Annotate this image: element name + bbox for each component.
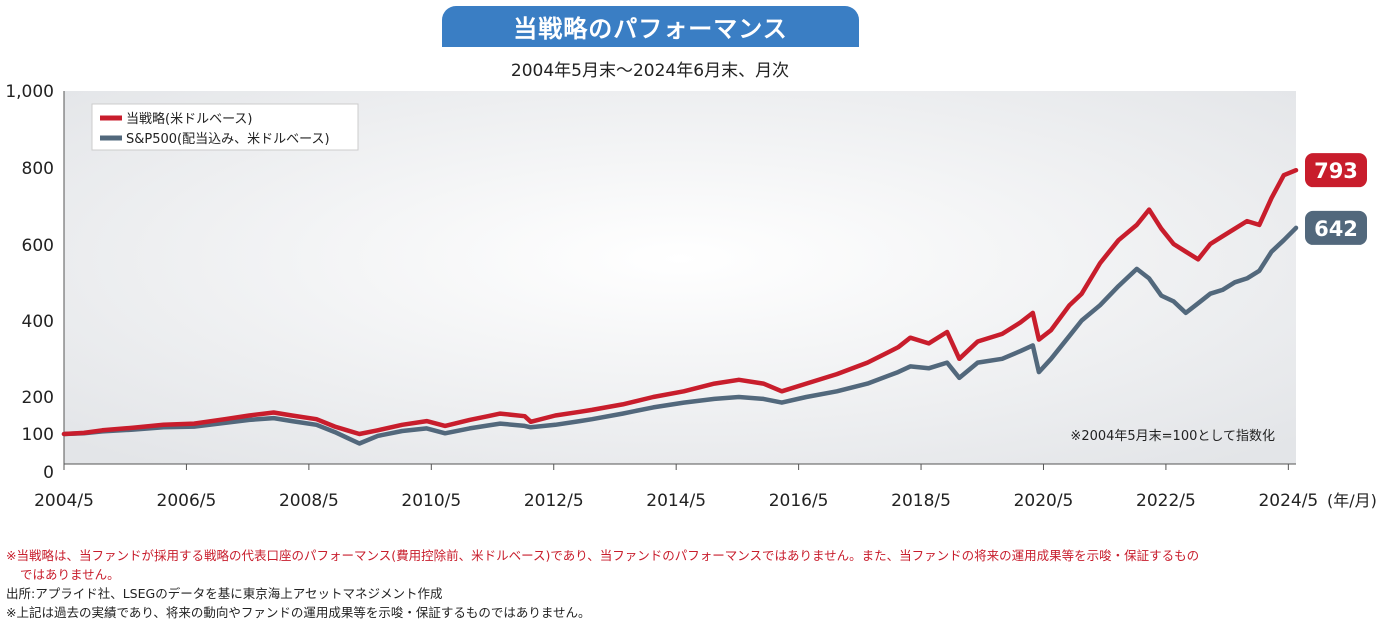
y-tick-label: 200 [22,388,54,408]
x-tick-label: 2014/5 [646,491,706,511]
end-value-label: 793 [1314,159,1358,183]
x-tick-label: 2012/5 [524,491,584,511]
x-tick-label: 2018/5 [891,491,951,511]
footnote-past-performance: ※上記は過去の実績であり、将来の動向やファンドの運用成果等を示唆・保証するもので… [6,605,591,620]
x-tick-label: 2022/5 [1136,491,1196,511]
y-tick-label: 100 [22,425,54,445]
x-tick-label: 2004/5 [34,491,94,511]
chart-title-bar: 当戦略のパフォーマンス [442,6,859,47]
footnote-source: 出所:アプライド社、LSEGのデータを基に東京海上アセットマネジメント作成 [6,586,443,601]
legend-box [91,103,359,151]
x-tick-label: 2006/5 [157,491,217,511]
x-tick-label: 2020/5 [1014,491,1074,511]
footnotes: ※当戦略は、当ファンドが採用する戦略の代表口座のパフォーマンス(費用控除前、米ド… [6,546,1386,622]
legend-label: 当戦略(米ドルベース) [126,111,253,127]
end-value-badge: 642 [1305,210,1367,245]
y-tick-label: 1,000 [5,82,54,102]
chart-subtitle: 2004年5月末〜2024年6月末、月次 [510,61,790,81]
series-line [61,167,1299,437]
y-tick-label: 600 [22,236,54,256]
y-tick-label: 0 [43,463,54,483]
end-value-label: 642 [1314,217,1358,241]
end-value-badge-bg [1305,153,1367,188]
x-axis-unit: (年/月) [1327,491,1377,510]
y-tick-label: 400 [22,312,54,332]
footnote-disclaimer-cont: ではありません。 [20,567,120,582]
x-tick-label: 2016/5 [769,491,829,511]
x-tick-label: 2008/5 [279,491,339,511]
x-tick-label: 2010/5 [401,491,461,511]
legend-label: S&P500(配当込み、米ドルベース) [126,132,330,147]
footnote-disclaimer: ※当戦略は、当ファンドが採用する戦略の代表口座のパフォーマンス(費用控除前、米ド… [6,548,1200,563]
x-tick-label: 2024/5 [1258,491,1318,511]
end-value-badge-bg [1305,210,1367,245]
chart-note: ※2004年5月末=100として指数化 [1070,429,1275,444]
y-tick-label: 800 [22,159,54,179]
chart-title: 当戦略のパフォーマンス [513,15,788,43]
series-line [61,225,1299,446]
performance-chart: 1,000 800 600 400 200 100 0 2004/5 2006/5 2008/5 2… [5,82,1377,511]
end-value-badge: 793 [1305,153,1367,188]
